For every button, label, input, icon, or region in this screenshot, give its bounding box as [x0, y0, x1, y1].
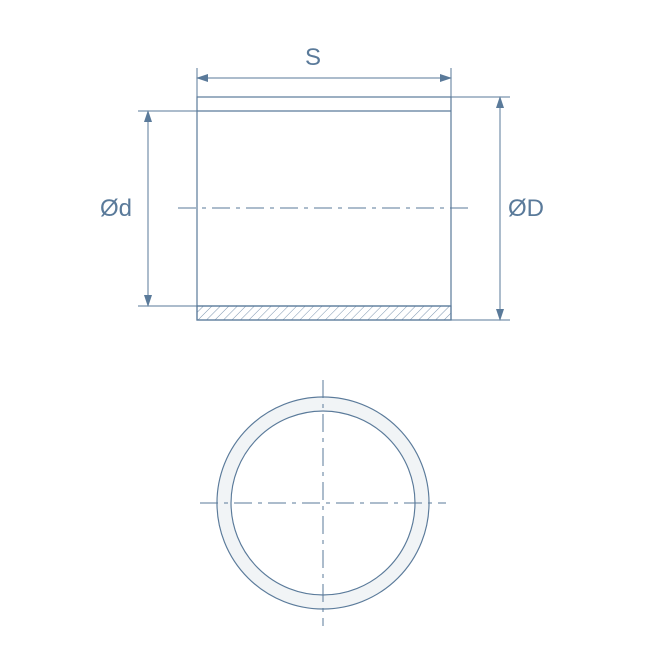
technical-drawing: S Ød ØD — [0, 0, 671, 670]
label-D: ØD — [508, 195, 544, 223]
label-d: Ød — [100, 195, 132, 223]
side-view — [178, 97, 470, 320]
drawing-svg — [0, 0, 671, 670]
dimension-S — [197, 68, 451, 97]
label-S: S — [305, 44, 321, 72]
end-view — [200, 380, 446, 626]
